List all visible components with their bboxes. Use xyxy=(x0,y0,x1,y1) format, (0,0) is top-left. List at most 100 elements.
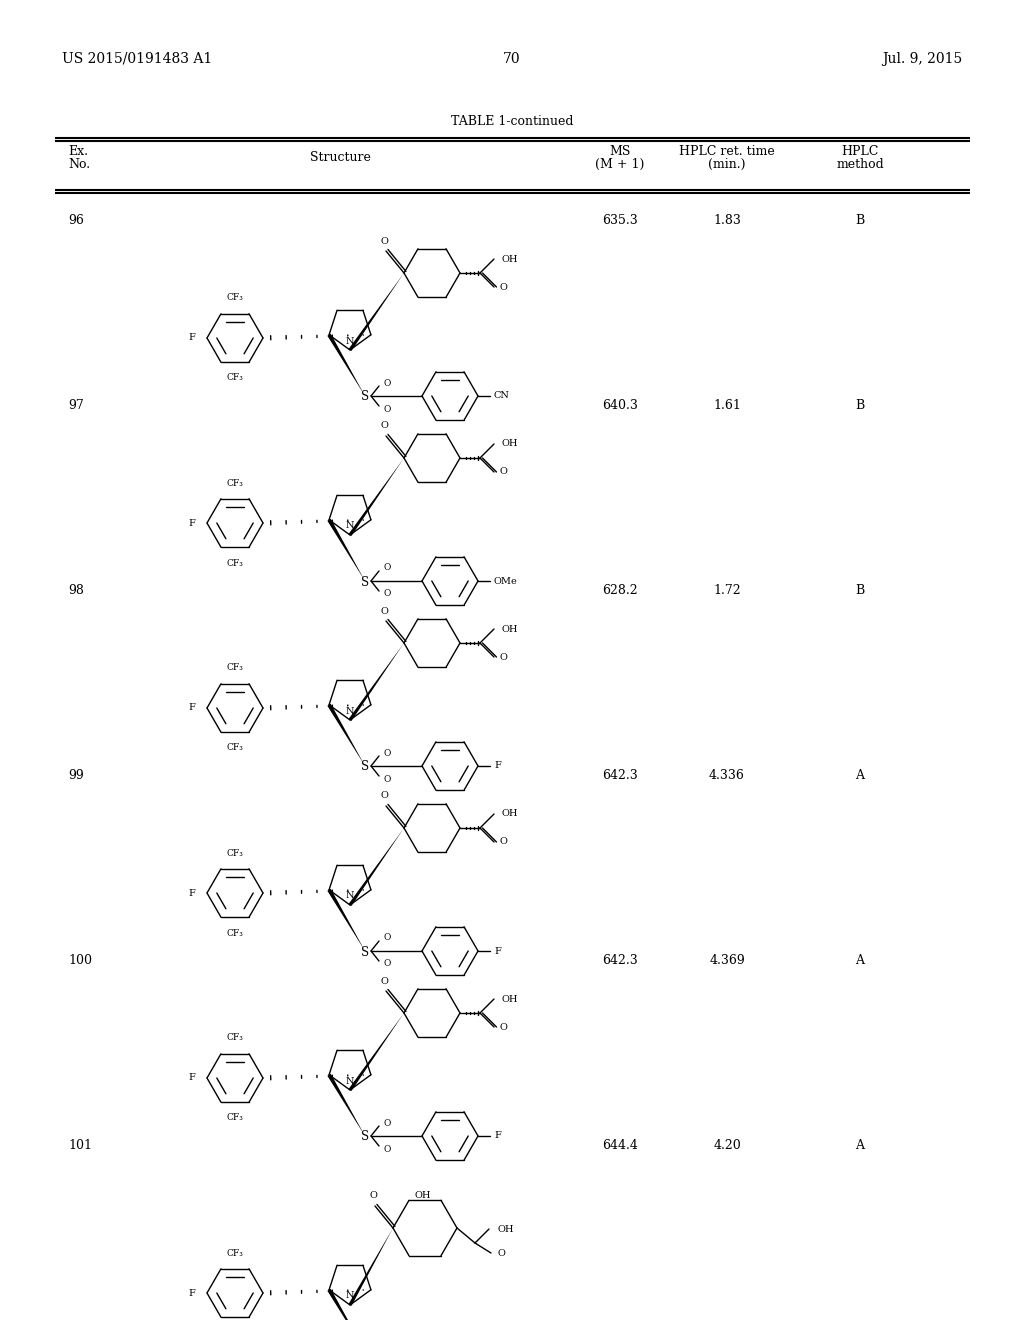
Text: 96: 96 xyxy=(68,214,84,227)
Text: N: N xyxy=(346,521,354,531)
Text: CF₃: CF₃ xyxy=(226,1114,244,1122)
Text: F: F xyxy=(188,888,195,898)
Text: O: O xyxy=(500,467,508,477)
Polygon shape xyxy=(328,519,365,581)
Text: O: O xyxy=(500,1023,508,1031)
Text: OH: OH xyxy=(497,1225,513,1233)
Text: CF₃: CF₃ xyxy=(226,743,244,752)
Polygon shape xyxy=(328,704,365,766)
Text: O: O xyxy=(500,837,508,846)
Text: S: S xyxy=(360,1130,369,1143)
Text: O: O xyxy=(383,775,390,784)
Text: CF₃: CF₃ xyxy=(226,928,244,937)
Text: A: A xyxy=(855,1139,864,1152)
Text: 4.20: 4.20 xyxy=(713,1139,741,1152)
Text: CF₃: CF₃ xyxy=(226,558,244,568)
Polygon shape xyxy=(348,458,404,536)
Text: 640.3: 640.3 xyxy=(602,399,638,412)
Text: HPLC: HPLC xyxy=(842,145,879,158)
Text: O: O xyxy=(383,564,390,573)
Text: 100: 100 xyxy=(68,954,92,968)
Text: O: O xyxy=(383,404,390,413)
Text: N: N xyxy=(346,891,354,900)
Text: 1.83: 1.83 xyxy=(713,214,741,227)
Text: 99: 99 xyxy=(68,770,84,781)
Text: O: O xyxy=(383,590,390,598)
Text: O: O xyxy=(380,236,388,246)
Text: 1.61: 1.61 xyxy=(713,399,741,412)
Text: 635.3: 635.3 xyxy=(602,214,638,227)
Text: 97: 97 xyxy=(68,399,84,412)
Text: 642.3: 642.3 xyxy=(602,954,638,968)
Text: HPLC ret. time: HPLC ret. time xyxy=(679,145,775,158)
Text: CF₃: CF₃ xyxy=(226,664,244,672)
Polygon shape xyxy=(328,888,365,950)
Text: Ex.: Ex. xyxy=(68,145,88,158)
Text: F: F xyxy=(494,946,501,956)
Text: A: A xyxy=(855,954,864,968)
Text: OMe: OMe xyxy=(494,577,518,586)
Text: CF₃: CF₃ xyxy=(226,1034,244,1043)
Text: O: O xyxy=(380,977,388,986)
Text: F: F xyxy=(494,1131,501,1140)
Text: TABLE 1-continued: TABLE 1-continued xyxy=(451,115,573,128)
Text: F: F xyxy=(188,1288,195,1298)
Text: O: O xyxy=(500,282,508,292)
Text: OH: OH xyxy=(502,994,518,1003)
Text: 628.2: 628.2 xyxy=(602,583,638,597)
Text: F: F xyxy=(494,762,501,771)
Text: 642.3: 642.3 xyxy=(602,770,638,781)
Text: O: O xyxy=(383,1144,390,1154)
Text: F: F xyxy=(188,334,195,342)
Text: OH: OH xyxy=(415,1191,431,1200)
Text: O: O xyxy=(380,421,388,430)
Text: A: A xyxy=(855,770,864,781)
Text: O: O xyxy=(383,748,390,758)
Text: 644.4: 644.4 xyxy=(602,1139,638,1152)
Text: F: F xyxy=(188,519,195,528)
Text: O: O xyxy=(369,1192,377,1200)
Text: N: N xyxy=(346,1077,354,1085)
Text: Jul. 9, 2015: Jul. 9, 2015 xyxy=(882,51,962,66)
Text: B: B xyxy=(855,583,864,597)
Text: O: O xyxy=(383,933,390,942)
Text: OH: OH xyxy=(502,624,518,634)
Text: O: O xyxy=(383,960,390,969)
Text: O: O xyxy=(500,652,508,661)
Polygon shape xyxy=(348,643,404,721)
Text: S: S xyxy=(360,945,369,958)
Text: OH: OH xyxy=(502,255,518,264)
Text: 101: 101 xyxy=(68,1139,92,1152)
Text: 70: 70 xyxy=(503,51,521,66)
Text: OH: OH xyxy=(502,809,518,818)
Text: N: N xyxy=(346,337,354,346)
Text: CF₃: CF₃ xyxy=(226,849,244,858)
Text: S: S xyxy=(360,576,369,589)
Text: No.: No. xyxy=(68,158,90,172)
Text: O: O xyxy=(383,379,390,388)
Text: 4.336: 4.336 xyxy=(709,770,744,781)
Text: O: O xyxy=(380,606,388,615)
Text: F: F xyxy=(188,1073,195,1082)
Text: US 2015/0191483 A1: US 2015/0191483 A1 xyxy=(62,51,212,66)
Text: MS: MS xyxy=(609,145,631,158)
Text: O: O xyxy=(380,792,388,800)
Text: 4.369: 4.369 xyxy=(710,954,744,968)
Text: N: N xyxy=(346,706,354,715)
Text: S: S xyxy=(360,760,369,774)
Polygon shape xyxy=(328,1288,365,1320)
Text: OH: OH xyxy=(502,440,518,449)
Text: (M + 1): (M + 1) xyxy=(595,158,645,172)
Text: F: F xyxy=(188,704,195,713)
Text: CF₃: CF₃ xyxy=(226,293,244,302)
Polygon shape xyxy=(328,334,365,396)
Text: Structure: Structure xyxy=(309,150,371,164)
Text: O: O xyxy=(497,1249,505,1258)
Polygon shape xyxy=(328,1073,365,1137)
Polygon shape xyxy=(348,1012,404,1092)
Text: CN: CN xyxy=(494,392,510,400)
Text: (min.): (min.) xyxy=(709,158,745,172)
Text: B: B xyxy=(855,214,864,227)
Polygon shape xyxy=(348,1228,393,1305)
Polygon shape xyxy=(348,273,404,351)
